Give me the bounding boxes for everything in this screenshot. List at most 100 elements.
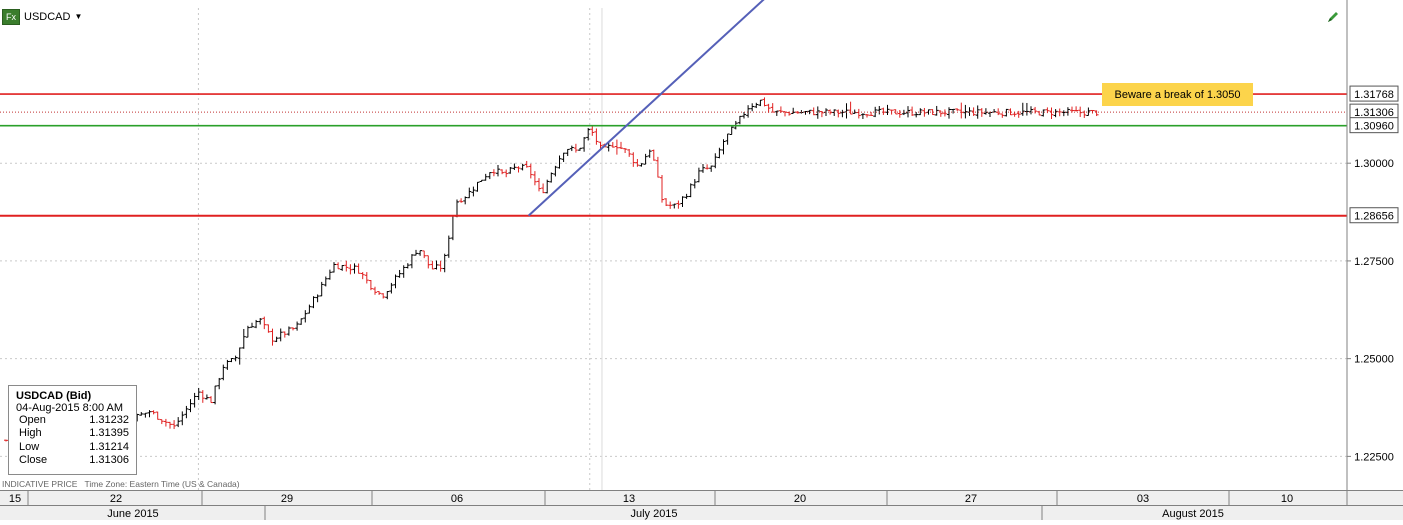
ohlc-bar [147,410,152,418]
x-tick-label: 29 [281,493,293,505]
ohlc-bar [959,102,964,119]
ohlc-bar [549,172,554,183]
ohlc-bar [528,163,533,179]
ohlc-bar [865,114,869,118]
trendline[interactable] [527,0,1168,217]
ohlc-bar [676,200,681,209]
x-tick-label: 20 [794,493,806,505]
ohlc-bar [418,250,423,256]
ohlc-bar [1094,110,1099,117]
info-title: USDCAD (Bid) [16,390,92,402]
level-label: 1.31306 [1354,107,1394,119]
ohlc-bar [672,203,677,209]
month-label: August 2015 [1162,508,1224,520]
ohlc-bar [774,110,779,116]
ohlc-bar [983,108,988,115]
ohlc-bar [270,328,275,346]
draw-tool-icon[interactable] [1326,10,1340,24]
ohlc-bar [840,109,845,118]
ohlc-bar [877,105,882,115]
ohlc-bar [696,167,701,183]
ohlc-bar [856,108,861,119]
ohlc-bar [537,178,541,192]
ohlc-bar [483,173,488,181]
annotation-note[interactable]: Beware a break of 1.3050 [1102,83,1253,106]
ohlc-bar [336,262,341,270]
price-axis: 1.31768 1.31306 1.30960 1.28656 1.22500 1.250… [1346,0,1399,490]
ohlc-bar [209,396,213,404]
ohlc-bar [631,152,636,167]
ohlc-bar [906,106,910,118]
ohlc-bar [176,417,181,428]
info-value: 1.31306 [89,453,129,466]
ohlc-bar [918,108,923,116]
ohlc-bar [619,141,623,149]
ohlc-bar [368,279,373,291]
ohlc-bar [450,215,455,241]
ohlc-bar [319,281,324,297]
caret-down-icon[interactable]: ▼ [74,12,83,21]
ohlc-bar [188,399,193,413]
info-label: Open [19,414,46,426]
ohlc-bar [971,107,976,116]
ohlc-bar [668,201,673,209]
ohlc-bar [717,147,722,159]
ohlc-bar [664,198,669,207]
fx-icon: Fx [2,8,20,25]
ohlc-bar [163,418,168,427]
timezone-label: Time Zone: Eastern Time (US & Canada) [84,479,240,489]
ohlc-bar [340,265,345,271]
ohlc-bar [516,166,521,173]
indicative-label: INDICATIVE PRICE [2,479,78,489]
time-axis: 15 22 29 06 13 20 27 03 10 June 2015 July 2015 Augu… [0,490,1403,520]
ohlc-bar [967,107,972,116]
ohlc-bar [1065,107,1070,116]
info-label: Close [19,453,48,466]
ohlc-bar [569,145,574,152]
ohlc-bars [4,97,1099,445]
ohlc-bar [541,183,546,194]
ohlc-bar [713,153,718,169]
ohlc-bar [139,412,144,416]
ohlc-bar [1004,108,1009,117]
ohlc-bar [860,113,865,120]
ohlc-bar [610,142,615,148]
x-tick-label: 27 [965,493,977,505]
ohlc-bar [311,296,316,309]
level-label: 1.28656 [1354,211,1394,223]
ohlc-bar [598,141,603,149]
level-label-box [1349,207,1399,224]
ohlc-bar [1008,108,1013,116]
ohlc-bar [807,109,812,115]
ohlc-bar [250,322,254,328]
symbol-selector[interactable]: Fx USDCAD ▼ [2,8,87,25]
ohlc-bar [532,171,537,186]
ohlc-bar [873,106,878,118]
level-label: 1.30960 [1354,121,1394,133]
info-row: High 1.31395 [16,427,129,440]
ohlc-bar [405,263,410,269]
ohlc-bar [143,412,148,418]
ohlc-bar [590,124,595,136]
ohlc-bar [389,282,394,294]
ohlc-bar [803,110,808,115]
ohlc-bar [655,156,660,178]
ohlc-bar [282,331,287,338]
ohlc-bar [721,139,726,155]
horizontal-levels [0,93,1347,217]
y-tick-label: 1.30000 [1354,158,1394,170]
level-label-box [1349,117,1399,134]
ohlc-bar [766,103,771,113]
ohlc-bar [893,109,898,115]
ohlc-bar [1020,102,1025,116]
info-datetime: 04-Aug-2015 8:00 AM [16,402,124,414]
ohlc-bar [237,347,242,365]
ohlc-bar [172,420,177,430]
ohlc-bar [254,319,259,329]
ohlc-bar [348,264,353,275]
ohlc-bar [258,318,263,325]
ohlc-bar [323,276,328,287]
ohlc-bar [819,111,824,118]
ohlc-bar [504,169,509,178]
